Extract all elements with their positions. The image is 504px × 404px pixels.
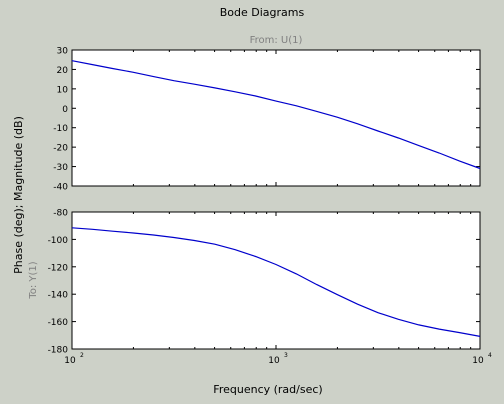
y-tick-label: 0	[62, 105, 68, 115]
y-tick-label: -100	[48, 236, 69, 246]
y-tick-label: 30	[57, 47, 69, 57]
y-tick-label: 20	[57, 66, 69, 76]
figure-title: Bode Diagrams	[220, 6, 305, 19]
x-tick-label-exponent: 2	[80, 352, 84, 359]
magnitude-axes: 30 20 10 0 -10 -20 -30 -40	[53, 47, 481, 193]
x-tick-label-base: 10	[64, 356, 76, 366]
y-tick-label: -120	[48, 263, 69, 273]
x-tick-label-exponent: 3	[284, 352, 288, 359]
phase-x-ticks: 10 2 10 3 10 4	[64, 212, 492, 366]
y-tick-label: -160	[48, 318, 69, 328]
magnitude-x-ticks	[71, 50, 481, 186]
y-tick-label: -10	[53, 124, 68, 134]
magnitude-y-ticks: 30 20 10 0 -10 -20 -30 -40	[53, 47, 480, 193]
y-tick-label: -20	[53, 144, 68, 154]
y-tick-label: -180	[48, 346, 69, 356]
y-tick-label: 10	[57, 85, 69, 95]
magnitude-series-line	[71, 60, 481, 170]
x-axis-label: Frequency (rad/sec)	[213, 383, 322, 396]
y-axis-label: Phase (deg); Magnitude (dB)	[12, 116, 25, 274]
phase-plot-area	[71, 211, 481, 350]
y-tick-label: -30	[53, 163, 68, 173]
phase-series-line	[71, 227, 481, 337]
y-tick-label: -40	[53, 183, 68, 193]
y-tick-label: -80	[53, 209, 68, 219]
phase-y-ticks: -80 -100 -120 -140 -160 -180	[48, 209, 480, 356]
from-input-label: From: U(1)	[250, 35, 303, 46]
x-tick-label-exponent: 4	[488, 352, 492, 359]
magnitude-plot-area	[71, 49, 481, 187]
to-output-label: To: Y(1)	[28, 261, 39, 299]
x-tick-label-base: 10	[268, 356, 280, 366]
y-tick-label: -140	[48, 291, 69, 301]
x-tick-label-base: 10	[472, 356, 484, 366]
phase-axes: -80 -100 -120 -140 -160 -180 10 2 10 3 10 4	[48, 209, 492, 367]
